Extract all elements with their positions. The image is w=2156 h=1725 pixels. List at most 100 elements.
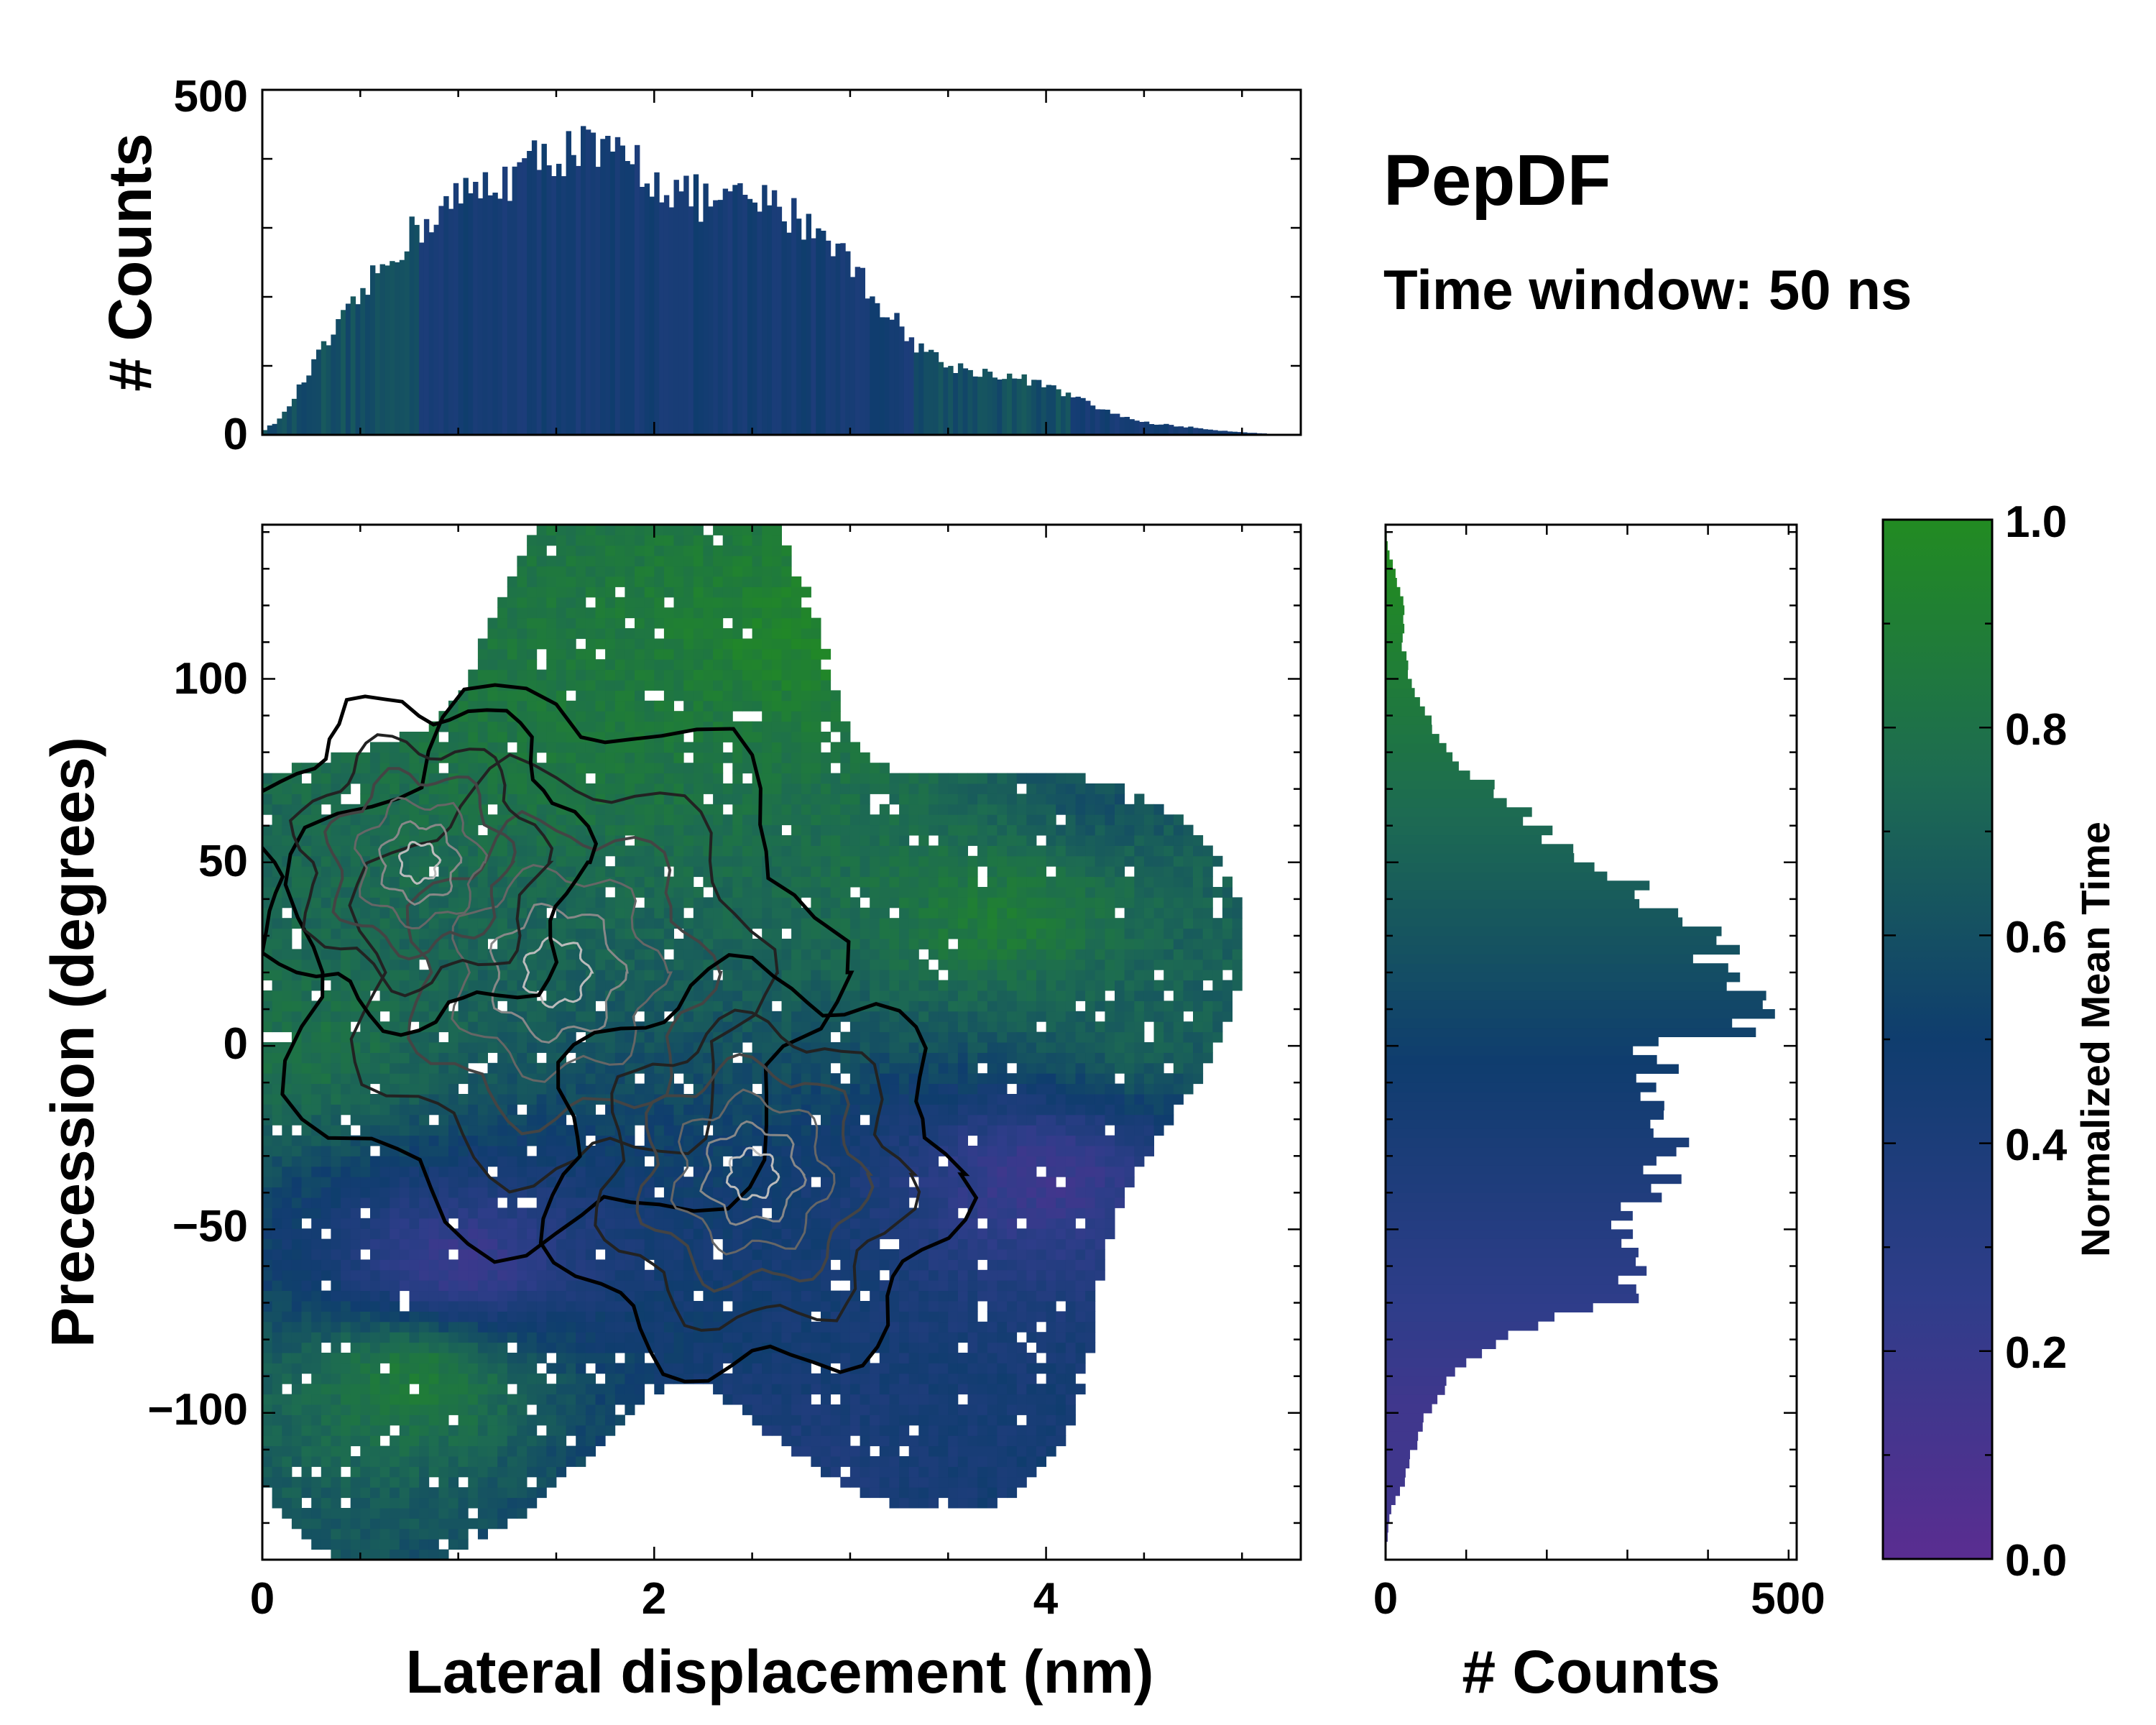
heatmap-cell [742, 1062, 753, 1074]
heatmap-cell [546, 1269, 557, 1281]
heatmap-cell [732, 1042, 743, 1053]
heatmap-cell [830, 1052, 841, 1064]
heatmap-cell [566, 1062, 576, 1074]
heatmap-cell [566, 907, 576, 919]
top-histogram-bar [585, 129, 591, 436]
heatmap-cell [742, 576, 753, 587]
heatmap-cell [752, 887, 763, 898]
heatmap-cell [399, 970, 410, 981]
heatmap-cell [448, 1373, 459, 1384]
heatmap-cell [635, 1384, 645, 1395]
heatmap-cell [556, 1238, 567, 1250]
heatmap-cell [811, 1156, 821, 1167]
heatmap-cell [703, 752, 714, 763]
heatmap-cell [331, 1414, 341, 1426]
heatmap-cell [556, 1456, 567, 1467]
heatmap-cell [428, 897, 439, 908]
heatmap-cell [830, 1425, 841, 1436]
heatmap-cell [331, 1384, 341, 1395]
heatmap-cell [625, 855, 635, 867]
heatmap-cell [576, 1238, 586, 1250]
heatmap-cell [693, 949, 704, 960]
heatmap-cell [438, 1518, 449, 1530]
heatmap-cell [272, 1384, 282, 1395]
heatmap-cell [811, 1445, 821, 1457]
heatmap-cell [732, 1342, 743, 1353]
heatmap-cell [370, 835, 381, 846]
heatmap-cell [762, 752, 773, 763]
heatmap-cell [703, 545, 714, 556]
heatmap-cell [605, 804, 616, 815]
heatmap-cell [781, 1259, 792, 1271]
heatmap-cell [399, 1353, 410, 1363]
heatmap-cell [821, 1332, 831, 1343]
heatmap-cell [576, 1332, 586, 1343]
heatmap-cell [703, 711, 714, 722]
heatmap-cell [771, 1394, 782, 1405]
heatmap-cell [546, 742, 557, 753]
heatmap-cell [428, 1311, 439, 1322]
heatmap-cell [576, 752, 586, 763]
heatmap-cell [654, 1011, 665, 1022]
heatmap-cell [781, 1311, 792, 1322]
heatmap-cell [291, 1321, 302, 1333]
heatmap-cell [331, 773, 341, 784]
heatmap-cell [595, 659, 606, 671]
heatmap-cell [350, 970, 361, 981]
heatmap-cell [291, 1249, 302, 1260]
heatmap-cell [507, 1042, 517, 1053]
heatmap-cell [507, 1445, 517, 1457]
heatmap-cell [282, 1456, 292, 1467]
heatmap-cell [321, 1476, 331, 1488]
heatmap-cell [801, 1404, 811, 1415]
heatmap-cell [752, 907, 763, 919]
heatmap-cell [576, 928, 586, 939]
heatmap-cell [821, 1404, 831, 1415]
heatmap-cell [556, 1445, 567, 1457]
heatmap-cell [614, 855, 625, 867]
heatmap-cell [595, 1363, 606, 1374]
heatmap-cell [713, 1342, 724, 1353]
heatmap-cell [468, 1208, 479, 1219]
heatmap-cell [683, 845, 694, 857]
heatmap-cell [487, 1384, 498, 1395]
heatmap-cell [419, 1373, 430, 1384]
heatmap-cell [614, 1218, 625, 1229]
heatmap-cell [801, 1187, 811, 1198]
heatmap-cell [507, 1353, 517, 1363]
heatmap-cell [409, 1321, 420, 1333]
heatmap-cell [791, 1177, 802, 1188]
top-histogram-bar [605, 136, 611, 435]
heatmap-cell [762, 763, 773, 774]
heatmap-cell [752, 659, 763, 671]
heatmap-cell [781, 1166, 792, 1177]
heatmap-cell [830, 1104, 841, 1116]
heatmap-cell [477, 669, 488, 681]
heatmap-cell [635, 1363, 645, 1374]
heatmap-cell [693, 576, 704, 587]
heatmap-cell [468, 1414, 479, 1426]
heatmap-cell [683, 566, 694, 577]
heatmap-cell [644, 1321, 655, 1333]
heatmap-cell [771, 855, 782, 867]
heatmap-cell [536, 1466, 547, 1478]
heatmap-cell [811, 763, 821, 774]
heatmap-cell [654, 1280, 665, 1292]
heatmap-cell [605, 1394, 616, 1405]
heatmap-cell [487, 1280, 498, 1292]
heatmap-cell [732, 700, 743, 712]
heatmap-cell [625, 1332, 635, 1343]
heatmap-cell [399, 1104, 410, 1116]
heatmap-cell [683, 1021, 694, 1033]
heatmap-cell [732, 794, 743, 805]
heatmap-cell [752, 1384, 763, 1395]
heatmap-cell [379, 1549, 390, 1560]
heatmap-cell [644, 1301, 655, 1312]
heatmap-cell [644, 773, 655, 784]
heatmap-cell [801, 1238, 811, 1250]
heatmap-cell [517, 1114, 528, 1126]
heatmap-cell [409, 1218, 420, 1229]
heatmap-cell [360, 1114, 371, 1126]
heatmap-cell [487, 1146, 498, 1156]
heatmap-cell [311, 1414, 322, 1426]
